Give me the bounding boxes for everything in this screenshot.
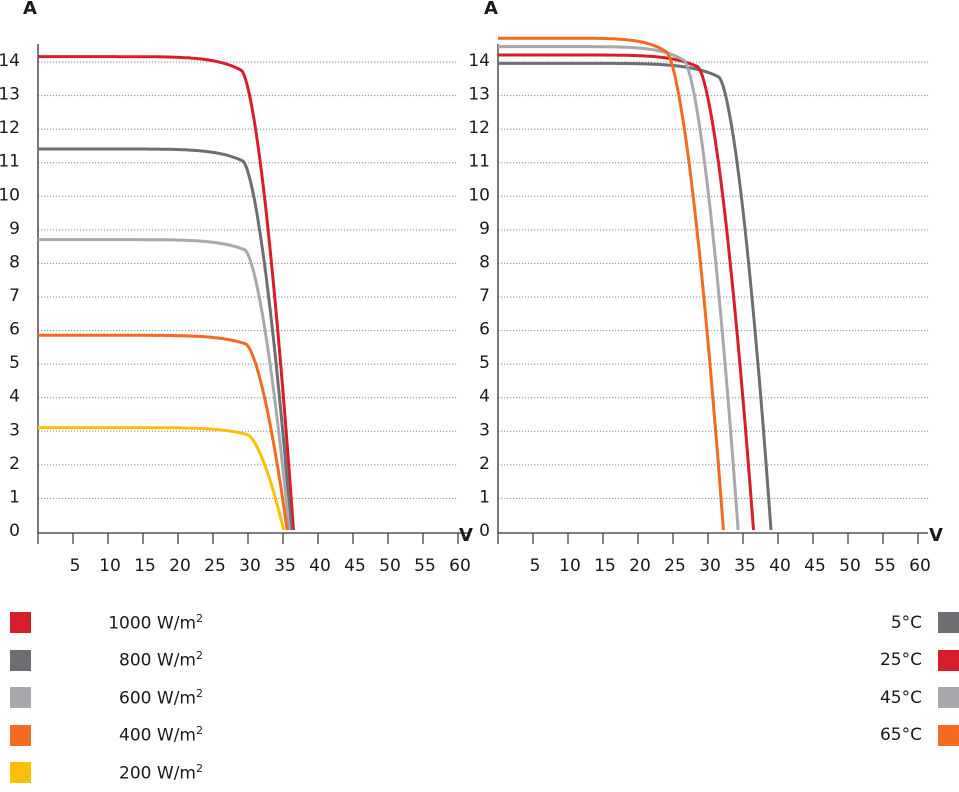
y-tick-label: 8 [479,252,490,272]
legend-swatch [10,762,31,784]
x-tick-label: 35 [274,556,296,576]
y-tick-label: 6 [9,320,20,340]
x-tick-label: 25 [664,556,686,576]
y-tick-label: 11 [468,152,490,172]
y-tick-label: 13 [0,85,20,105]
x-tick-label: 60 [449,556,471,576]
temperature-chart: 5 10 15 20 25 30 35 40 45 50 55 6001234567891011121… [468,0,943,576]
y-tick-label: 13 [468,85,490,105]
x-tick-label: 35 [734,556,756,576]
irradiance-chart: 5 10 15 20 25 30 35 40 45 50 55 6001234567891011121… [0,0,473,576]
y-tick-label: 5 [9,353,20,373]
legend-item: 400 W/m2 [10,717,203,755]
y-tick-label: 5 [479,353,490,373]
legend-label: 1000 W/m2 [108,611,203,634]
y-tick-label: 12 [0,118,20,138]
x-tick-label: 55 [874,556,896,576]
series-line-1000-w-m [38,55,295,531]
x-axis-label: V [929,525,943,546]
x-tick-label: 50 [379,556,401,576]
x-tick-label: 45 [344,556,366,576]
series-line-65-c [497,36,725,531]
y-tick-label: 14 [0,51,20,71]
legend-label: 600 W/m2 [119,686,203,709]
y-tick-label: 7 [9,286,20,306]
legend-item: 65°C [880,717,959,755]
y-tick-label: 9 [479,219,490,239]
x-tick-label: 20 [169,556,191,576]
legend-item: 45°C [880,679,959,717]
y-tick-label: 14 [468,51,490,71]
legend-label: 45°C [879,687,922,708]
legend-label: 65°C [879,725,922,746]
legend-swatch [938,687,959,709]
legend-swatch [10,649,31,671]
legend-swatch [10,724,31,746]
x-tick-label: 15 [594,556,616,576]
legend-label: 200 W/m2 [119,761,203,784]
x-tick-label: 50 [839,556,861,576]
legend-item: 600 W/m2 [10,679,203,717]
legend-swatch [10,612,31,634]
x-tick-label: 55 [414,556,436,576]
x-tick-label: 30 [239,556,261,576]
y-axis-label: A [23,0,37,19]
legend-swatch [938,612,959,634]
y-axis-label: A [484,0,498,19]
legend-swatch [10,687,31,709]
x-tick-label: 25 [204,556,226,576]
temperature-legend: 5°C 25°C 45°C 65°C [880,604,959,754]
y-tick-label: 10 [468,185,490,205]
series-line-45-c [498,45,740,531]
y-tick-label: 3 [9,420,20,440]
x-tick-label: 40 [309,556,331,576]
x-tick-label: 15 [134,556,156,576]
x-tick-label: 10 [99,556,121,576]
series-line-400-w-m [38,333,289,531]
x-tick-label: 10 [559,556,581,576]
y-tick-label: 10 [0,185,20,205]
x-axis-label: V [459,525,473,546]
series-line-200-w-m [38,426,286,531]
y-tick-label: 9 [9,219,20,239]
legend-item: 1000 W/m2 [10,604,203,642]
y-tick-label: 11 [0,152,20,172]
y-tick-label: 3 [479,420,490,440]
x-tick-label: 20 [629,556,651,576]
y-tick-label: 1 [9,487,20,507]
y-tick-label: 0 [479,521,490,541]
legend-swatch [938,649,959,671]
y-tick-label: 1 [479,487,490,507]
legend-label: 400 W/m2 [119,724,203,747]
y-tick-label: 4 [479,387,490,407]
legend-item: 200 W/m2 [10,754,203,792]
y-tick-label: 8 [9,252,20,272]
legend-swatch [938,724,959,746]
legend-item: 5°C [880,604,959,642]
series-line-25-c [498,53,755,531]
series-line-5-c [498,61,773,531]
legend-label: 800 W/m2 [119,649,203,672]
y-tick-label: 7 [479,286,490,306]
legend-label: 25°C [879,650,922,671]
y-tick-label: 4 [9,387,20,407]
legend-item: 25°C [880,642,959,680]
y-tick-label: 12 [468,118,490,138]
x-tick-label: 5 [70,556,81,576]
x-tick-label: 60 [909,556,931,576]
legend-item: 800 W/m2 [10,642,203,680]
x-tick-label: 30 [699,556,721,576]
x-tick-label: 5 [530,556,541,576]
legend-label: 5°C [890,612,922,633]
series-line-800-w-m [38,147,293,531]
y-tick-label: 2 [9,454,20,474]
x-tick-label: 40 [769,556,791,576]
irradiance-legend: 1000 W/m2 800 W/m2 600 W/m2 400 W/m2 200 W/m… [10,604,203,792]
y-tick-label: 0 [9,521,20,541]
y-tick-label: 2 [479,454,490,474]
x-tick-label: 45 [804,556,826,576]
y-tick-label: 6 [479,320,490,340]
series-line-600-w-m [38,238,291,531]
